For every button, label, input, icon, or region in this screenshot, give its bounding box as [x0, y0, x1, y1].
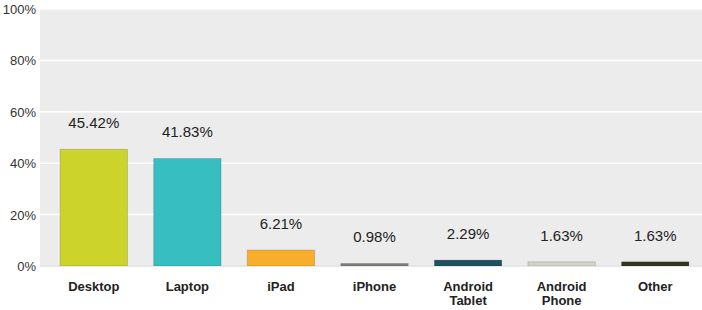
bar — [60, 149, 127, 266]
grid-line — [40, 8, 702, 10]
y-tick-label: 0% — [17, 259, 36, 274]
grid-line — [40, 60, 702, 62]
x-tick-label: iPhone — [353, 279, 396, 294]
label-line: Tablet — [449, 293, 487, 308]
data-label: 1.63% — [634, 227, 677, 244]
bars — [60, 149, 689, 266]
x-tick-label: Laptop — [166, 279, 209, 294]
grid-line — [40, 214, 702, 216]
data-label: 2.29% — [447, 225, 490, 242]
data-label: 1.63% — [540, 227, 583, 244]
label-line: Android — [537, 279, 587, 294]
chart-svg: 0% 20% 40% 60% 80% 100% 45.42% Desktop 41.83% Lap… — [0, 0, 702, 310]
y-tick-label: 80% — [10, 53, 36, 68]
bar — [247, 250, 314, 266]
bar — [528, 262, 595, 266]
grid-line — [40, 162, 702, 164]
y-tick-label: 100% — [3, 2, 37, 17]
data-label: 6.21% — [260, 215, 303, 232]
labels: 45.42% Desktop 41.83% Laptop 6.21% iPad 0.98% i… — [68, 114, 676, 308]
grid-line — [40, 111, 702, 113]
y-tick-label: 60% — [10, 105, 36, 120]
x-tick-label: iPad — [267, 279, 295, 294]
data-label: 0.98% — [353, 228, 396, 245]
bar — [434, 260, 501, 266]
data-label: 41.83% — [162, 123, 213, 140]
x-tick-label: AndroidTablet — [443, 279, 493, 308]
x-tick-label: Desktop — [68, 279, 119, 294]
label-line: Phone — [542, 293, 582, 308]
x-tick-label: Other — [638, 279, 673, 294]
label-line: Android — [443, 279, 493, 294]
bar — [341, 263, 408, 266]
y-tick-label: 20% — [10, 208, 36, 223]
plot-background — [40, 9, 702, 266]
data-label: 45.42% — [68, 114, 119, 131]
chart-container: 0% 20% 40% 60% 80% 100% 45.42% Desktop 41.83% Lap… — [0, 0, 702, 310]
bar — [622, 262, 689, 266]
x-tick-label: AndroidPhone — [537, 279, 587, 308]
bar — [154, 158, 221, 266]
y-tick-label: 40% — [10, 156, 36, 171]
